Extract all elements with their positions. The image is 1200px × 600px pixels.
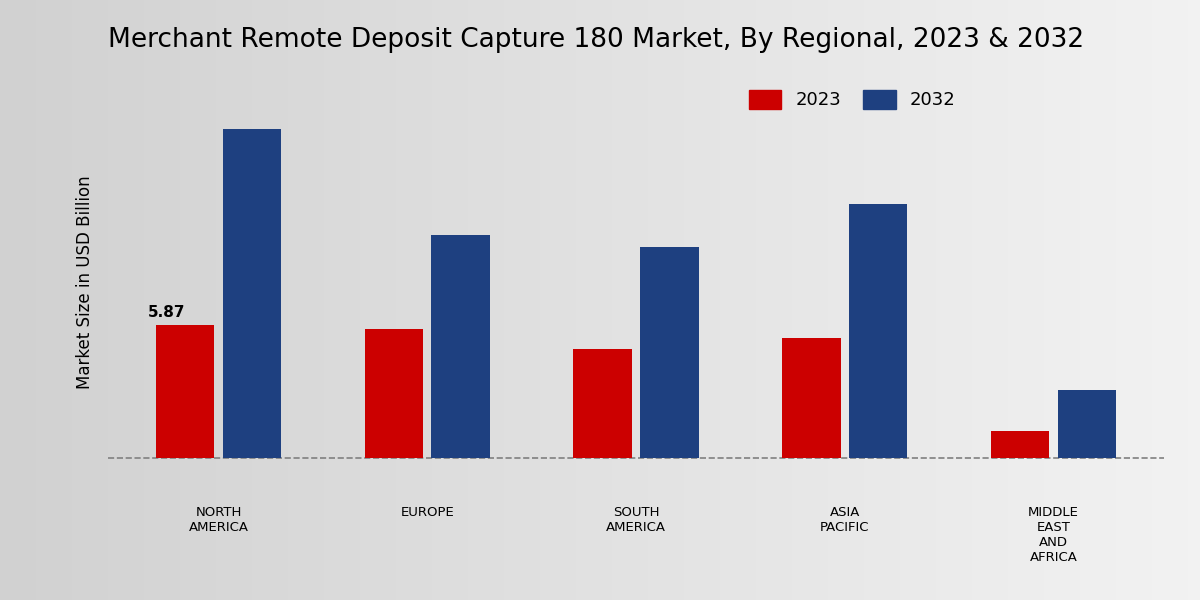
Bar (156, 325, 215, 458)
Bar (365, 329, 424, 458)
Bar (640, 247, 698, 458)
Legend: 2023, 2032: 2023, 2032 (739, 81, 965, 118)
Bar (848, 203, 907, 458)
Bar (223, 129, 281, 458)
Bar (991, 431, 1049, 458)
Bar (432, 235, 490, 458)
Y-axis label: Market Size in USD Billion: Market Size in USD Billion (76, 175, 94, 389)
Text: Merchant Remote Deposit Capture 180 Market, By Regional, 2023 & 2032: Merchant Remote Deposit Capture 180 Mark… (108, 27, 1084, 53)
Bar (1057, 390, 1116, 458)
Bar (782, 338, 840, 458)
Bar (574, 349, 632, 458)
Text: 5.87: 5.87 (148, 305, 185, 320)
